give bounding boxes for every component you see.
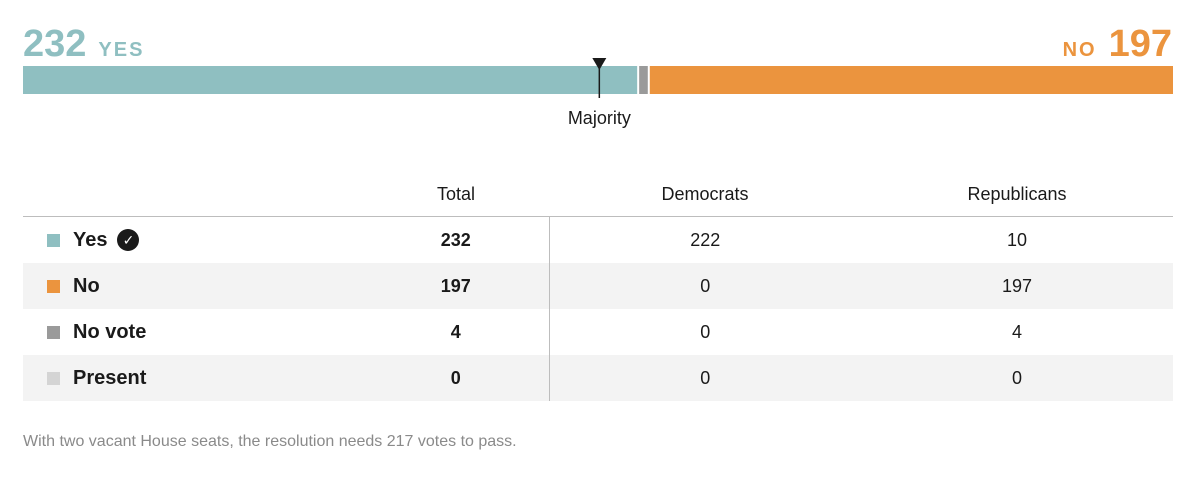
legend-swatch	[47, 233, 60, 247]
header-total: Total	[436, 183, 476, 204]
row-label: No	[73, 274, 100, 297]
check-circle-icon: ✓	[117, 229, 140, 251]
footnote: With two vacant House seats, the resolut…	[23, 433, 517, 450]
row-republicans: 4	[1011, 321, 1022, 342]
no-tally: NO 197	[1063, 24, 1172, 64]
majority-label: Majority	[568, 108, 631, 128]
legend-swatch	[47, 325, 60, 339]
row-label-cell: Present	[23, 355, 363, 401]
row-label-cell: No	[23, 263, 363, 309]
yes-tally: 232 YES	[23, 24, 144, 64]
row-democrats: 0	[548, 263, 861, 309]
no-bar-segment	[649, 66, 1173, 94]
row-total: 197	[440, 275, 471, 296]
row-democrats: 0	[548, 355, 861, 401]
results-table: Total Democrats Republicans Yes ✓ 232 222…	[23, 172, 1173, 401]
no-vote-bar-segment	[639, 66, 648, 94]
no-label: NO	[1062, 39, 1097, 61]
no-count: 197	[1108, 23, 1172, 65]
table-row: No 197 0 197	[23, 263, 1173, 309]
header-label	[23, 172, 363, 217]
row-total: 232	[440, 229, 471, 250]
row-label-cell: No vote	[23, 309, 363, 355]
table-row: Present 0 0 0	[23, 355, 1173, 401]
row-republicans: 197	[1001, 275, 1033, 296]
vote-bar-chart: Majority	[23, 58, 1173, 128]
yes-bar-segment	[23, 66, 638, 94]
row-democrats: 0	[548, 309, 861, 355]
row-total: 0	[450, 367, 461, 388]
table-header-row: Total Democrats Republicans	[23, 172, 1173, 217]
row-label: Present	[73, 366, 147, 389]
legend-swatch	[47, 371, 60, 385]
row-label: No vote	[73, 320, 147, 343]
row-republicans: 0	[1011, 367, 1022, 388]
header-democrats: Democrats	[661, 183, 749, 204]
row-democrats: 222	[548, 216, 861, 263]
yes-count: 232	[23, 23, 87, 65]
yes-label: YES	[98, 39, 145, 61]
table-row: No vote 4 0 4	[23, 309, 1173, 355]
row-republicans: 10	[1006, 229, 1028, 250]
row-label: Yes	[73, 228, 108, 251]
table-row: Yes ✓ 232 222 10	[23, 216, 1173, 264]
row-total: 4	[450, 321, 461, 342]
header-republicans: Republicans	[967, 183, 1067, 204]
legend-swatch	[47, 279, 60, 293]
row-label-cell: Yes ✓	[23, 217, 363, 264]
